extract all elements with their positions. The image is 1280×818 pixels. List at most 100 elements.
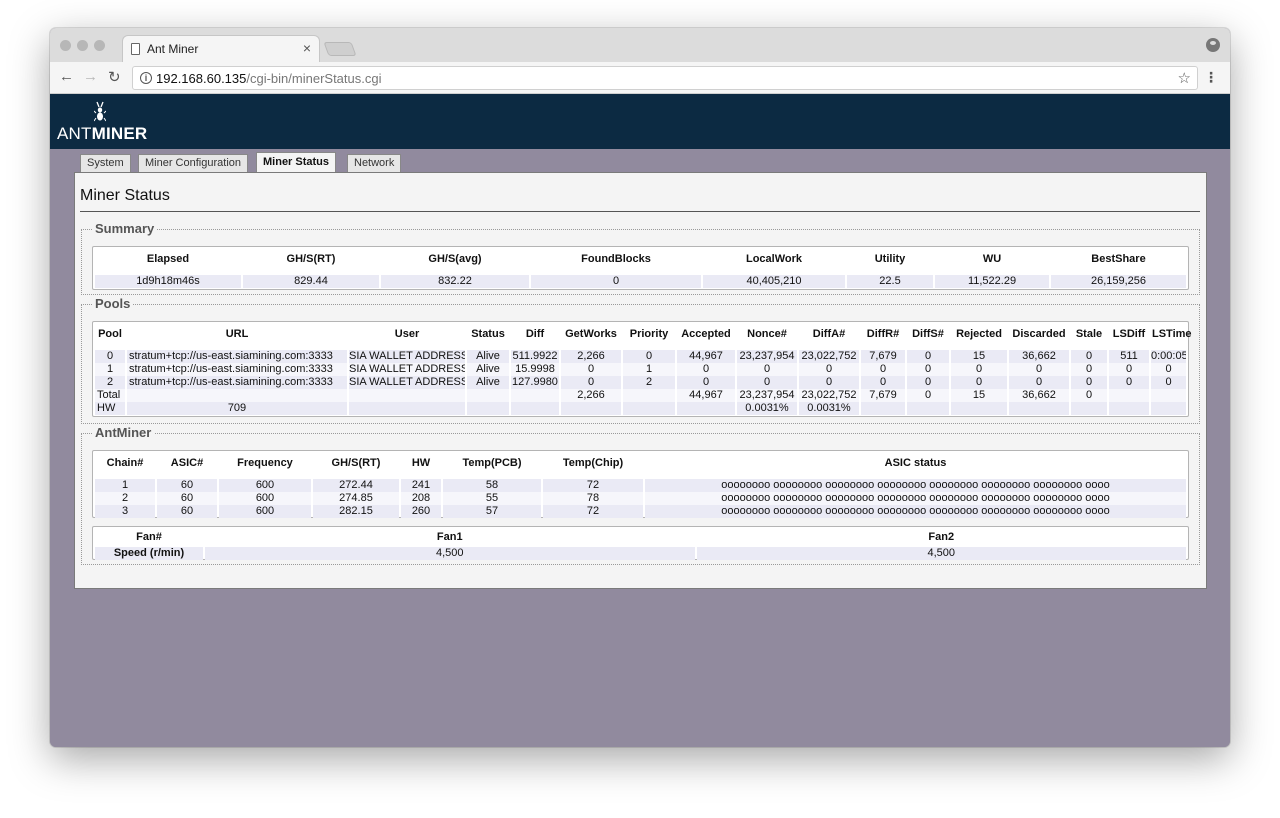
pool-cell: Alive — [467, 363, 509, 376]
pool-cell: 0 — [737, 363, 797, 376]
bookmark-star-icon[interactable]: ☆ — [1177, 70, 1191, 87]
chain-cell: 57 — [443, 505, 541, 518]
pool-cell — [349, 402, 465, 415]
summary-header: FoundBlocks — [581, 253, 651, 265]
pools-header: Diff — [525, 328, 545, 340]
pool-cell: Alive — [467, 350, 509, 363]
pool-cell: 7,679 — [861, 389, 905, 402]
pool-cell: 0 — [561, 363, 621, 376]
chains-tbody: Chain# ASIC# Frequency GH/S(RT) HW Temp(PCB) T… — [95, 451, 1186, 518]
pool-cell: 23,237,954 — [737, 350, 797, 363]
summary-box: Elapsed GH/S(RT) GH/S(avg) FoundBlocks L… — [92, 246, 1189, 290]
browser-tab[interactable]: Ant Miner × — [122, 35, 320, 62]
pool-cell: 0 — [799, 363, 859, 376]
pool-row: 2 stratum+tcp://us-east.siamining.com:333… — [95, 376, 1186, 389]
chain-row: 3 60 600 282.15 260 57 72 oooooooo oooooooo ooo… — [95, 505, 1186, 518]
pool-cell: 127.9980 — [511, 376, 559, 389]
pool-cell: 0.0031% — [799, 402, 859, 415]
page-icon — [131, 43, 140, 55]
pool-cell: 0 — [1009, 363, 1069, 376]
close-window-button[interactable] — [60, 40, 71, 51]
back-arrow-icon[interactable]: ← — [59, 68, 74, 85]
summary-header: GH/S(avg) — [428, 253, 482, 265]
pool-cell: 0:00:05 — [1151, 350, 1186, 363]
fan-header: Fan# — [136, 531, 162, 543]
pool-cell: 0 — [1071, 363, 1107, 376]
pool-cell: 0 — [799, 376, 859, 389]
browser-menu-icon[interactable]: ⋮ — [1204, 69, 1218, 85]
chain-cell: oooooooo oooooooo oooooooo oooooooo oooo… — [645, 505, 1186, 518]
pool-cell: 2,266 — [561, 350, 621, 363]
chain-cell: 2 — [95, 492, 155, 505]
pools-header: Accepted — [681, 328, 731, 340]
chains-header: ASIC# — [170, 457, 204, 469]
summary-cell: 22.5 — [847, 275, 933, 288]
summary-cell: 40,405,210 — [703, 275, 845, 288]
header-bar: ANTMINER — [50, 94, 1230, 149]
chain-row: 1 60 600 272.44 241 58 72 oooooooo oooooooo ooo… — [95, 479, 1186, 492]
pool-cell: 2,266 — [561, 389, 621, 402]
chain-cell: 1 — [95, 479, 155, 492]
pools-header: Pool — [98, 328, 122, 340]
pool-cell: stratum+tcp://us-east.siamining.com:3333 — [127, 376, 347, 389]
title-divider — [80, 211, 1200, 212]
reload-icon[interactable]: ↻ — [108, 69, 121, 86]
chain-cell: 58 — [443, 479, 541, 492]
pools-header: DiffA# — [812, 328, 846, 340]
forward-arrow-icon[interactable]: → — [83, 68, 98, 85]
chain-cell: 55 — [443, 492, 541, 505]
summary-header: BestShare — [1091, 253, 1146, 265]
profile-icon[interactable] — [1206, 38, 1220, 52]
tab-system[interactable]: System — [80, 154, 131, 172]
pool-cell: 709 — [127, 402, 347, 415]
summary-cell: 26,159,256 — [1051, 275, 1186, 288]
new-tab-button[interactable] — [323, 42, 357, 56]
summary-group: Summary Elapsed GH/S(RT) GH/S(avg) Found… — [81, 221, 1200, 295]
address-bar[interactable]: i 192.168.60.135/cgi-bin/minerStatus.cgi… — [132, 66, 1198, 90]
summary-header: Utility — [874, 253, 906, 265]
antminer-logo: ANTMINER — [57, 124, 147, 144]
tab-miner-configuration[interactable]: Miner Configuration — [138, 154, 248, 172]
tab-network[interactable]: Network — [347, 154, 402, 172]
pool-cell — [1009, 402, 1069, 415]
fan-speed-label: Speed (r/min) — [95, 547, 203, 560]
info-icon[interactable]: i — [140, 72, 152, 84]
pool-cell: 1 — [95, 363, 125, 376]
chains-header: GH/S(RT) — [331, 457, 381, 469]
browser-window: Ant Miner × ← → ↻ i 192.168.60.135/cgi-b… — [50, 28, 1230, 747]
tab-title: Ant Miner — [147, 42, 199, 56]
tab-close-icon[interactable]: × — [302, 40, 311, 56]
pool-cell: 0 — [951, 376, 1007, 389]
chain-cell: 600 — [219, 479, 311, 492]
chains-table: Chain# ASIC# Frequency GH/S(RT) HW Temp(PCB) T… — [93, 451, 1188, 518]
pool-row: HW 709 0.0031% 0.0031% — [95, 402, 1186, 415]
pools-header: Priority — [629, 328, 669, 340]
maximize-window-button[interactable] — [94, 40, 105, 51]
pool-cell: 15 — [951, 389, 1007, 402]
page-title: Miner Status — [80, 187, 170, 204]
pool-cell — [907, 402, 949, 415]
pool-cell: 36,662 — [1009, 389, 1069, 402]
pool-cell — [623, 402, 675, 415]
pool-cell: 0 — [677, 376, 735, 389]
pool-cell: 36,662 — [1009, 350, 1069, 363]
pool-cell: 0 — [951, 363, 1007, 376]
pool-cell: 2 — [95, 376, 125, 389]
pools-header-row: Pool URL User Status Diff GetWorks Priority Acc… — [95, 322, 1191, 346]
chain-cell: 274.85 — [313, 492, 399, 505]
pool-cell — [1109, 389, 1149, 402]
pools-header: Rejected — [956, 328, 1002, 340]
tab-miner-status[interactable]: Miner Status — [256, 152, 337, 172]
chains-header: ASIC status — [884, 457, 947, 469]
pool-cell: 0 — [1071, 389, 1107, 402]
pool-cell — [511, 402, 559, 415]
logo-bold: MINER — [91, 124, 148, 143]
pool-cell: Total — [95, 389, 125, 402]
pool-cell: 44,967 — [677, 350, 735, 363]
minimize-window-button[interactable] — [77, 40, 88, 51]
pool-cell — [951, 402, 1007, 415]
pool-cell: 0 — [907, 376, 949, 389]
pools-header: User — [394, 328, 420, 340]
summary-cell: 832.22 — [381, 275, 529, 288]
pools-header: DiffR# — [866, 328, 900, 340]
